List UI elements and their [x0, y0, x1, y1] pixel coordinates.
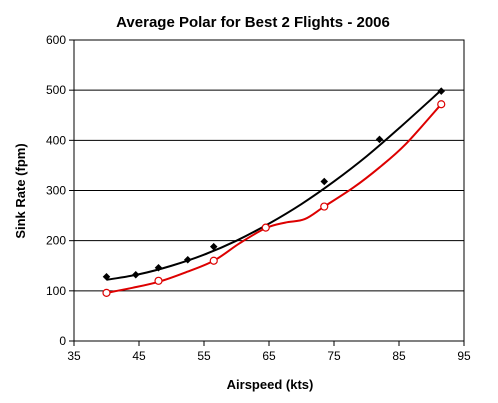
series-1-point: [154, 276, 163, 285]
series-layer: [102, 87, 446, 297]
gridlines: [74, 89, 464, 292]
y-tick-label: 400: [46, 133, 66, 147]
series-1-point: [320, 202, 329, 211]
series-0-point: [437, 87, 446, 95]
x-tick-label: 85: [392, 349, 406, 363]
axis-ticks: 0 100 200 300 400 500 600 35 45 55 65 75 85 95: [46, 33, 471, 363]
x-axis-label: Airspeed (kts): [227, 377, 314, 392]
x-tick-label: 45: [132, 349, 146, 363]
y-tick-label: 600: [46, 33, 66, 47]
chart-title: Average Polar for Best 2 Flights - 2006: [116, 14, 390, 31]
series-0-point: [183, 255, 192, 264]
series-0: [102, 87, 446, 281]
y-axis-label: Sink Rate (fpm): [13, 143, 28, 238]
series-1-point: [437, 100, 446, 109]
series-0-line: [106, 89, 442, 281]
x-tick-label: 75: [327, 349, 341, 363]
y-tick-label: 100: [46, 284, 66, 298]
x-tick-label: 55: [197, 349, 211, 363]
series-1-point: [261, 223, 270, 232]
y-tick-label: 500: [46, 83, 66, 97]
series-0-point: [320, 177, 329, 186]
y-tick-label: 200: [46, 234, 66, 248]
series-0-point: [209, 242, 218, 251]
x-tick-label: 95: [457, 349, 471, 363]
series-1: [102, 100, 446, 297]
y-tick-label: 300: [46, 184, 66, 198]
series-0-point: [102, 273, 111, 281]
x-tick-label: 65: [262, 349, 276, 363]
series-0-point: [131, 271, 140, 279]
series-1-point: [209, 256, 218, 265]
series-0-point: [375, 135, 384, 144]
x-tick-label: 35: [67, 349, 81, 363]
y-tick-label: 0: [59, 334, 66, 348]
series-1-point: [102, 288, 111, 297]
series-0-point: [154, 263, 163, 272]
series-1-line: [106, 103, 442, 294]
